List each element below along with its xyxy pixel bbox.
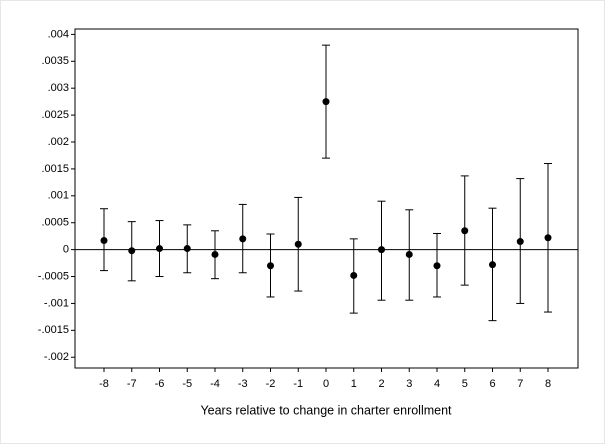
point [461, 227, 469, 235]
x-tick-label: 5 [462, 378, 468, 390]
y-tick-label: .0005 [41, 217, 69, 229]
y-tick-label: .001 [48, 190, 69, 202]
x-tick-label: 1 [351, 378, 357, 390]
x-axis-label: Years relative to change in charter enro… [200, 403, 452, 417]
point [100, 236, 108, 244]
y-tick-label: 0 [63, 244, 69, 256]
x-tick-label: 3 [406, 378, 412, 390]
x-tick-label: -7 [127, 378, 137, 390]
y-tick-label: .004 [48, 28, 69, 40]
x-tick-label: 4 [434, 378, 440, 390]
y-tick-label: .0015 [41, 163, 69, 175]
x-tick-label: 8 [545, 378, 551, 390]
point [128, 247, 136, 255]
point [322, 98, 330, 106]
x-tick-label: -5 [182, 378, 192, 390]
x-tick-label: 6 [489, 378, 495, 390]
point [294, 240, 302, 248]
y-tick-label: .0025 [41, 109, 69, 121]
point [239, 235, 247, 243]
y-tick-label: -.0005 [38, 270, 69, 282]
x-tick-label: -6 [155, 378, 165, 390]
point [183, 245, 191, 253]
y-tick-label: -.0015 [38, 324, 69, 336]
point [156, 245, 163, 253]
y-tick-label: .002 [48, 136, 69, 148]
point [516, 238, 524, 246]
point [544, 234, 552, 242]
point [378, 246, 385, 254]
x-tick-label: -8 [99, 378, 109, 390]
y-tick-label: .003 [48, 82, 69, 94]
x-tick-label: 2 [378, 378, 384, 390]
x-tick-label: -4 [210, 378, 220, 390]
point [405, 250, 413, 258]
point [489, 261, 496, 269]
x-tick-label: 0 [323, 378, 329, 390]
point [267, 262, 274, 270]
x-tick-label: -3 [238, 378, 248, 390]
y-tick-label: -.002 [44, 351, 69, 363]
point [433, 262, 441, 270]
x-tick-label: -1 [293, 378, 303, 390]
x-tick-label: -2 [266, 378, 276, 390]
x-tick-label: 7 [517, 378, 523, 390]
point [211, 250, 219, 258]
y-tick-label: -.001 [44, 297, 69, 309]
point [350, 271, 358, 279]
y-tick-label: .0035 [41, 55, 69, 67]
